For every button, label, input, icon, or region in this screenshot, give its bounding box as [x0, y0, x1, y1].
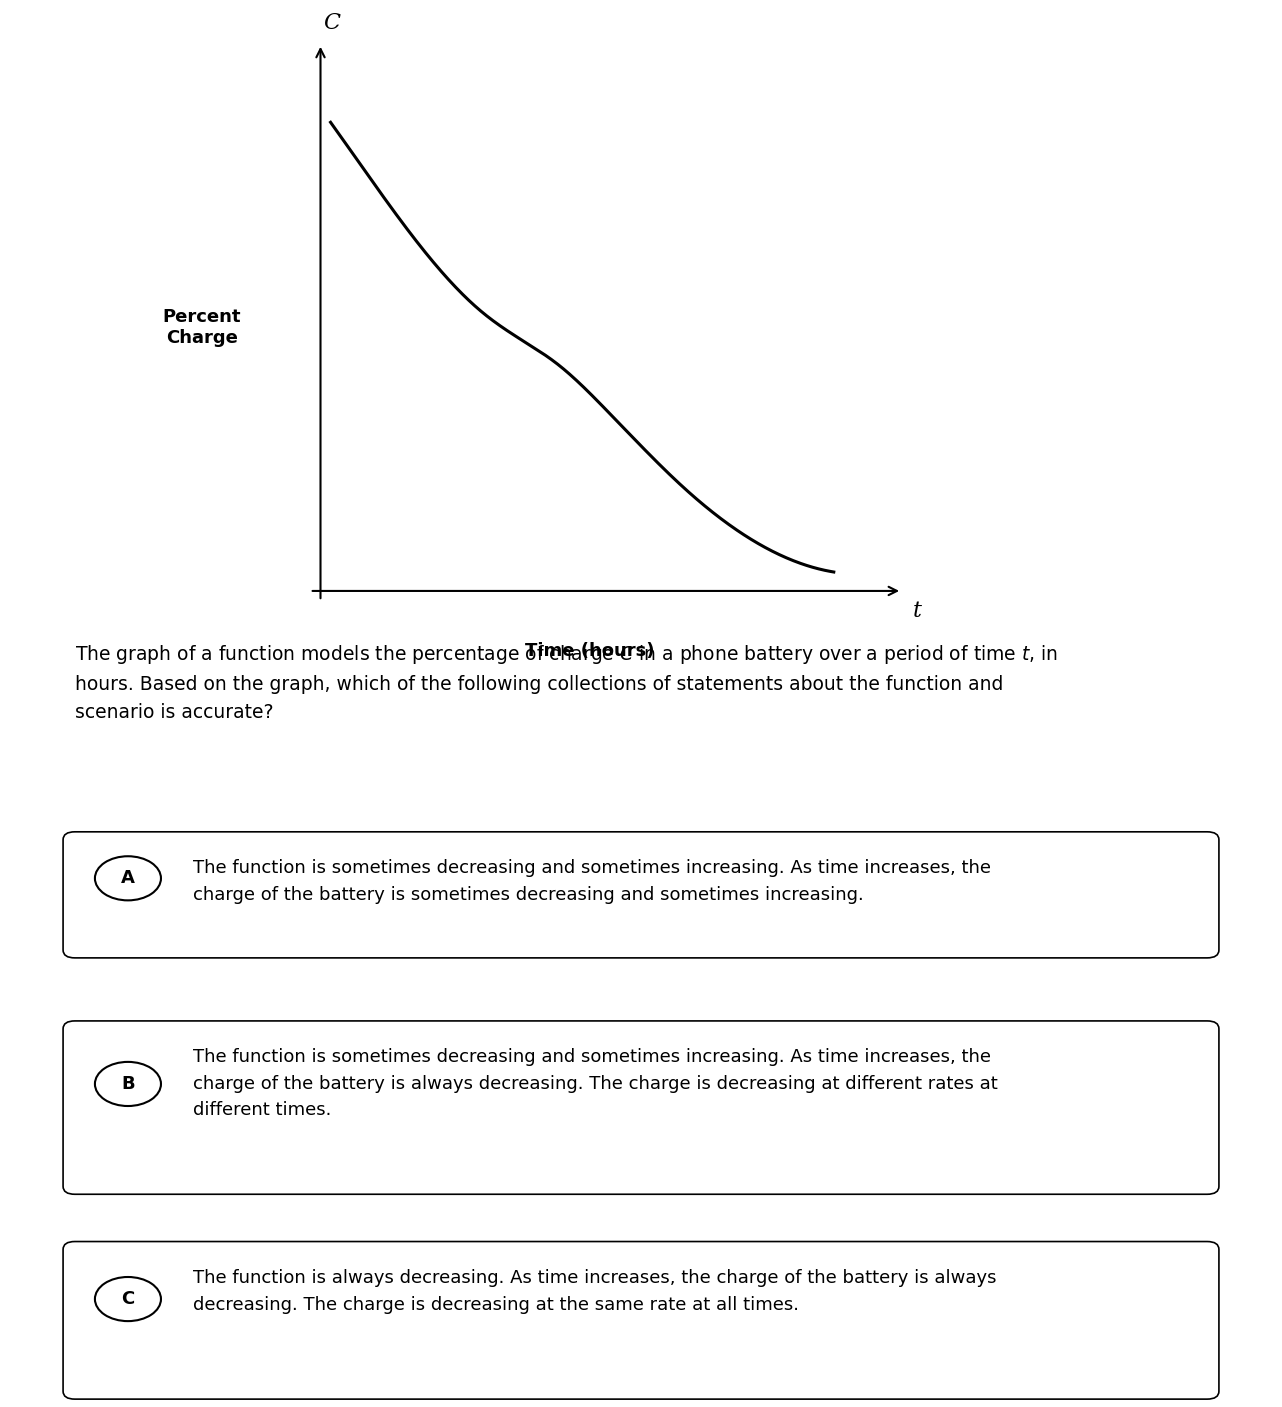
Text: The function is sometimes decreasing and sometimes increasing. As time increases: The function is sometimes decreasing and…: [192, 1048, 997, 1120]
FancyBboxPatch shape: [63, 1021, 1219, 1195]
Text: B: B: [121, 1075, 135, 1093]
Text: The function is sometimes decreasing and sometimes increasing. As time increases: The function is sometimes decreasing and…: [192, 860, 991, 903]
Text: The function is always decreasing. As time increases, the charge of the battery : The function is always decreasing. As ti…: [192, 1269, 996, 1314]
Text: Time (hours): Time (hours): [524, 642, 655, 660]
Text: t: t: [913, 601, 922, 622]
Text: A: A: [121, 870, 135, 888]
Text: C: C: [323, 11, 340, 34]
Text: The graph of a function models the percentage of charge $C$ in a phone battery o: The graph of a function models the perce…: [74, 643, 1058, 722]
Text: C: C: [122, 1290, 135, 1309]
FancyBboxPatch shape: [63, 1241, 1219, 1399]
FancyBboxPatch shape: [63, 832, 1219, 958]
Text: Percent
Charge: Percent Charge: [163, 308, 241, 348]
